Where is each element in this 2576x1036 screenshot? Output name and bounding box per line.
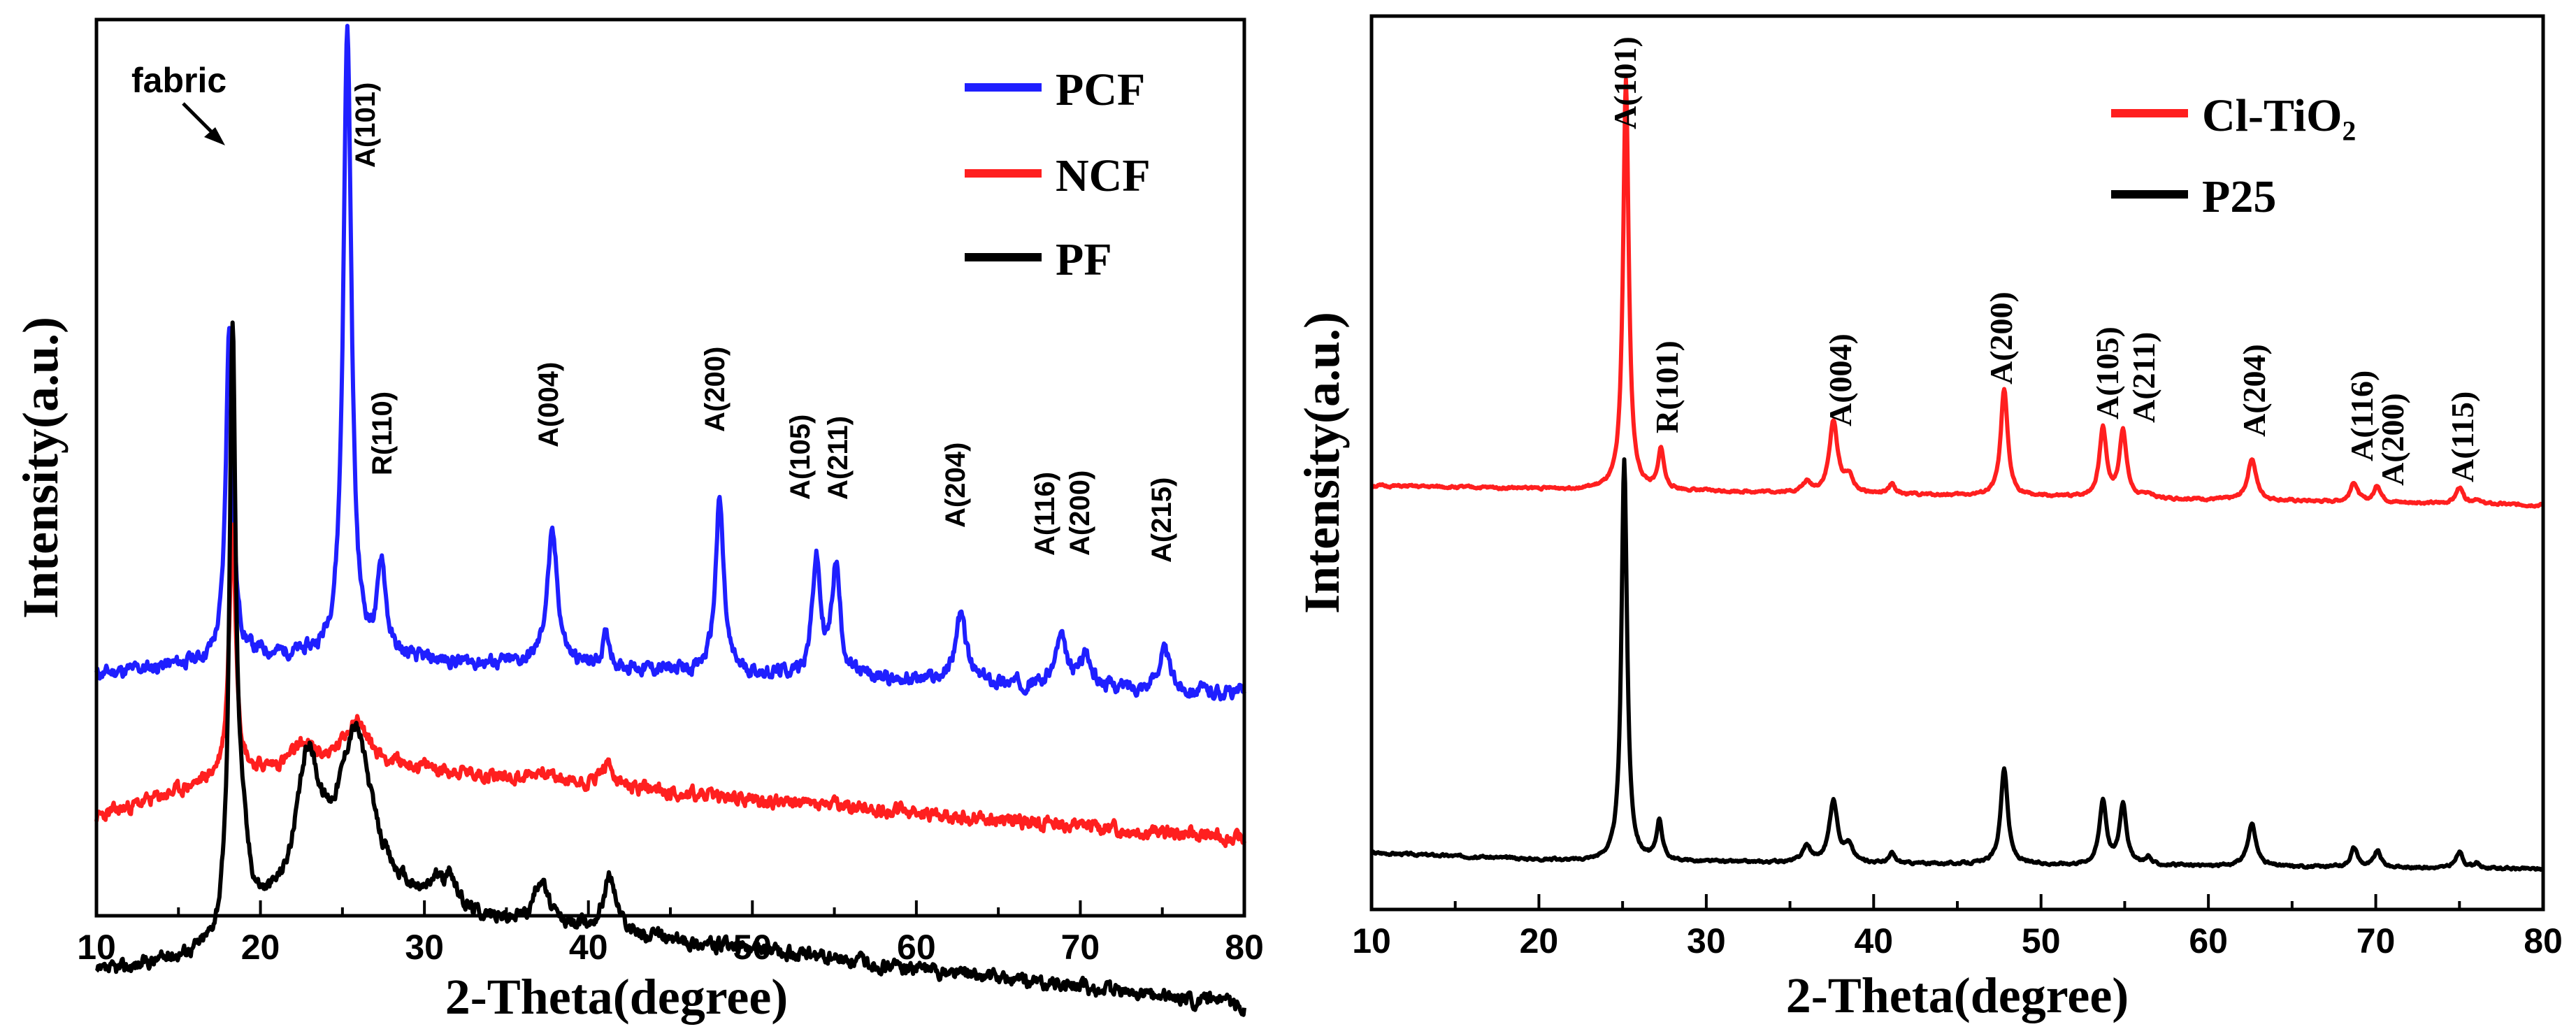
legend-label-ncf: NCF <box>1056 150 1151 201</box>
left-x-tick-label: 40 <box>569 928 608 967</box>
left-x-tick-label: 60 <box>897 928 936 967</box>
left-panel: 10 20 30 40 50 60 70 80 2-Theta(degree) Intensi… <box>13 17 1264 1025</box>
right-x-axis-title: 2-Theta(degree) <box>1786 967 2129 1023</box>
legend-label-p25: P25 <box>2202 171 2276 222</box>
left-series-layer <box>94 24 1246 1017</box>
peak-label-r-a200: A(200) <box>2375 393 2410 486</box>
right-x-tick-label: 50 <box>2022 921 2061 961</box>
peak-label-r-a115: A(115) <box>2445 391 2480 482</box>
peak-label-a004: A(004) <box>533 362 564 447</box>
peak-label-r110: R(110) <box>367 391 398 475</box>
right-series-p25 <box>1370 457 2545 872</box>
peak-label-a116: A(116) <box>1030 472 1060 556</box>
right-x-ticks: 10 20 30 40 50 60 70 80 <box>1352 894 2563 961</box>
left-x-ticks: 10 20 30 40 50 60 70 80 <box>77 900 1264 967</box>
peak-label-a200b: A(200) <box>1065 470 1095 556</box>
right-x-tick-label: 80 <box>2524 921 2563 961</box>
peak-label-a101: A(101) <box>350 82 381 168</box>
left-x-tick-label: 30 <box>405 928 444 967</box>
peak-label-r-a116: A(116) <box>2344 370 2380 461</box>
right-y-axis-title: Intensity(a.u.) <box>1294 312 1350 614</box>
peak-label-r-a101: A(101) <box>1607 36 1643 129</box>
peak-label-a204: A(204) <box>940 443 971 528</box>
legend-label-pcf: PCF <box>1056 64 1145 115</box>
peak-label-fabric: fabric <box>131 61 226 100</box>
right-x-tick-label: 10 <box>1352 921 1391 961</box>
peak-label-r-a211: A(211) <box>2126 332 2161 423</box>
peak-label-r-a004: A(004) <box>1822 333 1858 426</box>
left-y-axis-title: Intensity(a.u.) <box>13 317 69 619</box>
peak-label-a105: A(105) <box>785 415 816 500</box>
right-panel: 10 20 30 40 50 60 70 80 2-Theta(degree) Intensi… <box>1294 14 2563 1023</box>
right-x-tick-label: 40 <box>1854 921 1893 961</box>
left-x-tick-label: 20 <box>241 928 280 967</box>
peak-label-a200: A(200) <box>700 347 731 432</box>
legend-label-cl-tio2: Cl-TiO₂ <box>2202 90 2356 141</box>
left-x-tick-label: 80 <box>1225 928 1264 967</box>
left-x-tick-label: 50 <box>733 928 772 967</box>
left-x-axis-title: 2-Theta(degree) <box>445 969 789 1025</box>
fabric-annotation: fabric <box>131 61 226 145</box>
right-x-tick-label: 70 <box>2356 921 2396 961</box>
peak-label-a215: A(215) <box>1146 477 1177 563</box>
peak-label-r-a204: A(204) <box>2236 344 2272 437</box>
left-legend: PCF NCF PF <box>965 64 1151 285</box>
right-series-cl-tio- <box>1370 77 2545 509</box>
peak-label-a211: A(211) <box>823 416 854 500</box>
peak-label-r-r101: R(101) <box>1649 340 1685 433</box>
left-x-tick-label: 10 <box>77 928 116 967</box>
right-x-tick-label: 20 <box>1520 921 1559 961</box>
legend-label-pf: PF <box>1056 234 1112 285</box>
peak-label-r-a200: A(200) <box>1983 292 2019 384</box>
left-x-tick-label: 70 <box>1061 928 1100 967</box>
right-x-tick-label: 60 <box>2189 921 2228 961</box>
right-series-layer <box>1370 77 2545 872</box>
right-legend: Cl-TiO₂ P25 <box>2111 90 2356 222</box>
fabric-arrowhead-icon <box>204 127 225 145</box>
left-series-ncf <box>94 522 1246 849</box>
right-x-tick-label: 30 <box>1687 921 1726 961</box>
left-series-pf <box>94 320 1246 1017</box>
peak-label-r-a105: A(105) <box>2089 326 2125 419</box>
left-series-pcf <box>94 24 1246 702</box>
